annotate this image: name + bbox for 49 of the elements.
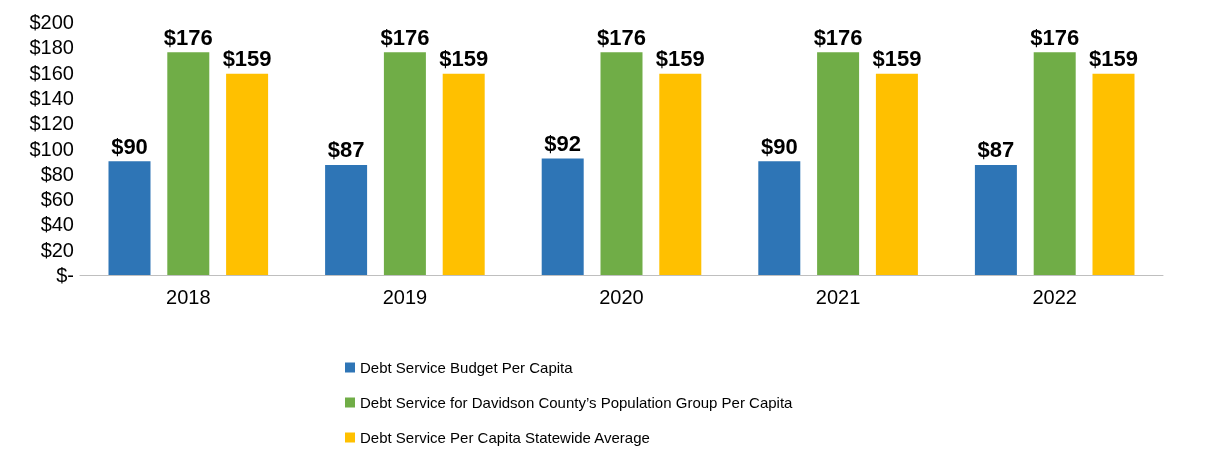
data-label: $159 [439,46,489,72]
x-tick-label: 2020 [599,286,644,308]
data-label: $159 [1089,46,1138,72]
y-tick-label: $60 [40,188,74,211]
y-tick-label: $40 [40,213,74,236]
y-tick-label: $20 [40,238,74,261]
bar [875,73,918,275]
bar [758,161,801,275]
x-tick-label: 2021 [815,286,861,308]
bar [817,52,860,275]
legend-label: Debt Service for Davidson County’s Population Group Per Capita [360,394,794,411]
x-tick-label: 2019 [382,286,428,308]
bar [442,73,485,275]
y-tick-label: $120 [29,112,74,135]
data-label: $92 [544,131,582,157]
y-tick-label: $160 [29,61,74,84]
data-label: $176 [163,24,213,50]
bar [167,52,210,275]
y-tick-label: $140 [29,86,74,109]
bar [974,164,1017,275]
y-tick-label: $- [56,264,74,286]
data-label: $176 [1030,24,1080,50]
data-label: $176 [813,24,863,50]
bar [1033,52,1076,275]
bar [226,73,269,275]
y-tick-label: $200 [29,11,74,33]
bar [659,73,702,275]
legend-label: Debt Service Budget Per Capita [360,359,574,376]
data-label: $87 [327,137,365,163]
y-tick-label: $180 [29,36,74,59]
data-label: $159 [655,46,705,72]
bar [1092,73,1135,275]
bar [383,52,426,275]
data-label: $159 [222,46,272,72]
bar [600,52,643,275]
x-tick-label: 2022 [1032,286,1077,308]
bar [108,161,151,275]
y-tick-label: $100 [29,137,74,160]
bar [541,158,584,275]
y-tick-label: $80 [40,162,74,185]
data-label: $176 [597,24,646,50]
data-label: $159 [872,46,922,72]
data-label: $176 [380,24,430,50]
data-label: $90 [111,133,148,159]
legend-label: Debt Service Per Capita Statewide Average [360,429,650,446]
x-tick-label: 2018 [166,286,211,308]
data-label: $90 [760,133,798,159]
data-label: $87 [977,137,1015,163]
bar [325,164,368,275]
